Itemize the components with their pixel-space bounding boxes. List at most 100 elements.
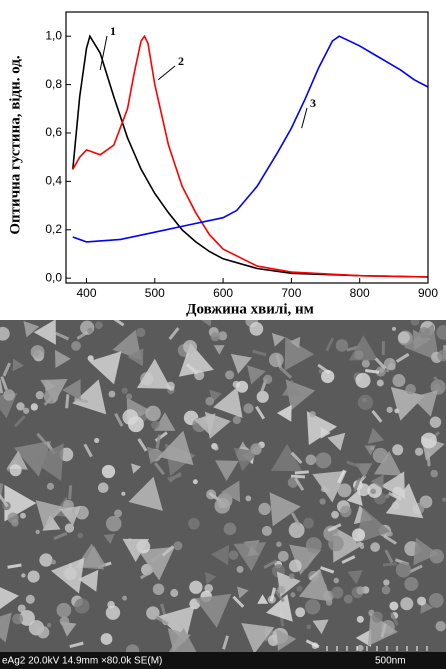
sem-image: eAg2 20.0kV 14.9mm ×80.0k SE(M) 500nm (0, 320, 446, 669)
particle (392, 327, 396, 331)
particle (415, 448, 423, 456)
page: Довжина хвилі, нм Оптична густина, відн.… (0, 0, 446, 669)
particle (106, 605, 120, 619)
particle (51, 560, 56, 565)
particle (20, 513, 26, 519)
particle (47, 623, 51, 627)
particle (421, 433, 437, 449)
particle (188, 518, 200, 530)
series-line (73, 36, 428, 277)
particle (153, 583, 164, 594)
particle (322, 584, 326, 588)
particle (394, 408, 399, 413)
particle (37, 626, 49, 638)
label-leader (302, 108, 307, 128)
particle (189, 581, 202, 594)
particle (277, 586, 285, 594)
particle (338, 483, 352, 497)
particle (306, 454, 317, 465)
particle (295, 607, 305, 617)
particle (372, 611, 383, 622)
particle (136, 328, 145, 337)
particle (377, 379, 384, 386)
particle (224, 522, 237, 535)
particle (383, 579, 389, 585)
particle (400, 597, 413, 610)
particle (108, 391, 115, 398)
particle (236, 381, 248, 393)
y-tick-label: 1,0 (45, 28, 62, 42)
particle (276, 541, 282, 547)
particle (355, 373, 370, 388)
particle (26, 595, 35, 604)
particle (98, 482, 109, 493)
sem-caption: eAg2 20.0kV 14.9mm ×80.0k SE(M) (2, 656, 162, 667)
particle (126, 393, 132, 399)
y-axis-title: Оптична густина, відн. од. (7, 55, 23, 234)
particle (11, 519, 18, 526)
particle (145, 406, 160, 421)
particle (245, 496, 251, 502)
particle (404, 577, 418, 591)
particle (74, 598, 89, 613)
particle (336, 339, 349, 352)
particle (358, 395, 373, 410)
particle (214, 498, 230, 514)
particle (211, 332, 220, 341)
particle (243, 403, 253, 413)
particle (315, 452, 331, 468)
series-label: 3 (310, 96, 316, 110)
particle (398, 332, 410, 344)
series-line (73, 36, 428, 277)
particle (170, 589, 178, 597)
chart: Довжина хвилі, нм Оптична густина, відн.… (0, 0, 446, 320)
particle (39, 553, 52, 566)
particle (331, 511, 339, 519)
particle (331, 587, 343, 599)
y-tick-label: 0,6 (45, 125, 62, 139)
particle (122, 596, 127, 601)
x-tick-label: 400 (76, 286, 96, 300)
series-label: 1 (110, 24, 116, 38)
series-label: 2 (178, 54, 184, 68)
particle (47, 483, 54, 490)
particle (417, 597, 426, 606)
particle (16, 402, 24, 410)
particle (344, 594, 353, 603)
particle (290, 592, 295, 597)
particle (405, 384, 416, 395)
particle (205, 397, 214, 406)
particle (430, 470, 438, 478)
particle (151, 421, 160, 430)
particle (35, 530, 39, 534)
particle (36, 391, 44, 399)
particle (21, 573, 25, 577)
particle (320, 498, 326, 504)
particle (289, 573, 295, 579)
particle (95, 321, 103, 329)
particle (31, 345, 45, 359)
particle (250, 443, 261, 454)
particle (392, 444, 403, 455)
particle (303, 518, 314, 529)
particle (306, 537, 322, 553)
particle (263, 375, 272, 384)
particle (306, 624, 311, 629)
particle (121, 492, 125, 496)
particle (356, 586, 364, 594)
particle (94, 438, 99, 443)
plot-frame (66, 12, 428, 283)
particle (321, 486, 327, 492)
x-tick-label: 700 (281, 286, 301, 300)
particle (334, 578, 339, 583)
particle (31, 403, 38, 410)
label-leader (158, 66, 175, 80)
particle (87, 328, 93, 334)
rod (382, 341, 385, 355)
particle (370, 489, 376, 495)
particle (289, 559, 302, 572)
particle (430, 416, 441, 427)
particle (357, 645, 363, 651)
x-axis-title: Довжина хвилі, нм (186, 301, 314, 317)
particle (225, 370, 234, 379)
